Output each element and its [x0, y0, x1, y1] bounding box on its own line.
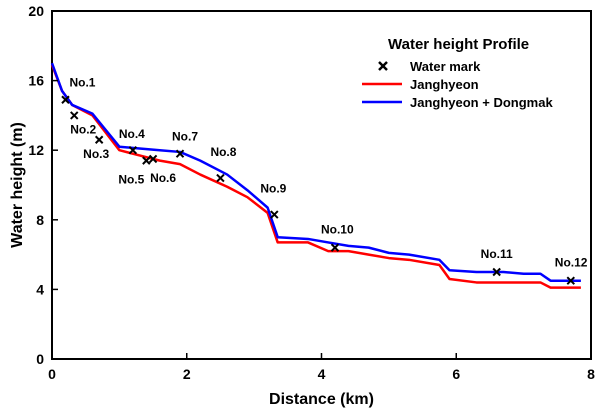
water-mark-label: No.7 [172, 130, 198, 144]
water-mark-x [566, 276, 575, 285]
water-mark-x [128, 145, 138, 155]
water-mark-label: No.11 [481, 247, 513, 261]
water-mark-label: No.3 [83, 147, 109, 161]
water-mark-label: No.6 [150, 171, 176, 185]
water-mark [94, 135, 104, 144]
water-mark-label: No.8 [210, 145, 236, 159]
legend-entry: Water mark [378, 59, 481, 74]
water-mark [128, 145, 138, 155]
x-tick-label: 8 [587, 366, 595, 382]
legend-entry: Janghyeon [362, 77, 479, 92]
water-mark-x [148, 154, 158, 164]
water-mark-x [216, 173, 225, 183]
water-mark-x [270, 210, 279, 219]
legend-label: Janghyeon + Dongmak [410, 95, 553, 110]
legend: Water height Profile Water mark Janghyeon… [362, 36, 553, 110]
water-mark-x [492, 267, 501, 277]
water-mark-label: No.9 [260, 182, 286, 196]
water-mark-label: No.10 [321, 223, 354, 237]
x-tick-label: 6 [452, 366, 460, 382]
water-mark-x [94, 135, 104, 144]
water-mark [142, 156, 151, 165]
x-tick-label: 4 [318, 366, 326, 382]
legend-entry: Janghyeon + Dongmak [362, 95, 553, 110]
water-mark-x [142, 156, 151, 165]
water-mark-x [330, 243, 340, 252]
water-mark [492, 267, 501, 277]
y-tick-label: 20 [28, 3, 44, 19]
plot-area: No.1 No.2 No.3 No.4 No.5 No.6 No.7 No.8 No.9 No.1… [50, 10, 592, 360]
water-marks-layer: No.1 No.2 No.3 No.4 No.5 No.6 No.7 No.8 No.9 No.1… [61, 76, 588, 285]
y-tick-label: 16 [28, 73, 44, 89]
water-mark-x [70, 111, 79, 120]
legend-title: Water height Profile [388, 36, 529, 53]
water-mark-label: No.5 [118, 173, 144, 187]
water-mark [216, 173, 225, 183]
water-mark [70, 111, 79, 120]
water-mark-x [175, 149, 185, 158]
y-tick-label: 12 [28, 142, 44, 158]
water-mark-label: No.2 [70, 122, 96, 136]
legend-entries: Water mark Janghyeon Janghyeon + Dongmak [362, 59, 553, 110]
x-axis-title: Distance (km) [269, 391, 374, 408]
x-tick-label: 0 [48, 366, 56, 382]
y-tick-label: 0 [36, 351, 44, 367]
water-mark [175, 149, 185, 158]
water-mark-label: No.12 [555, 256, 588, 270]
water-mark [148, 154, 158, 164]
y-axis: 0 4 8 12 16 20 [28, 3, 58, 367]
x-tick-label: 2 [183, 366, 191, 382]
water-mark-x [61, 95, 70, 104]
water-mark [566, 276, 575, 285]
x-axis: 0 2 4 6 8 [48, 353, 595, 382]
y-axis-title: Water height (m) [9, 122, 26, 248]
water-mark [270, 210, 279, 219]
water-mark-label: No.4 [119, 127, 145, 141]
water-mark [61, 95, 70, 104]
water-mark-label: No.1 [69, 76, 95, 90]
legend-label: Water mark [410, 59, 481, 74]
legend-label: Janghyeon [410, 77, 479, 92]
y-tick-label: 4 [36, 281, 44, 297]
legend-swatch-x [378, 61, 388, 71]
water-mark [330, 243, 340, 252]
y-tick-label: 8 [36, 212, 44, 228]
